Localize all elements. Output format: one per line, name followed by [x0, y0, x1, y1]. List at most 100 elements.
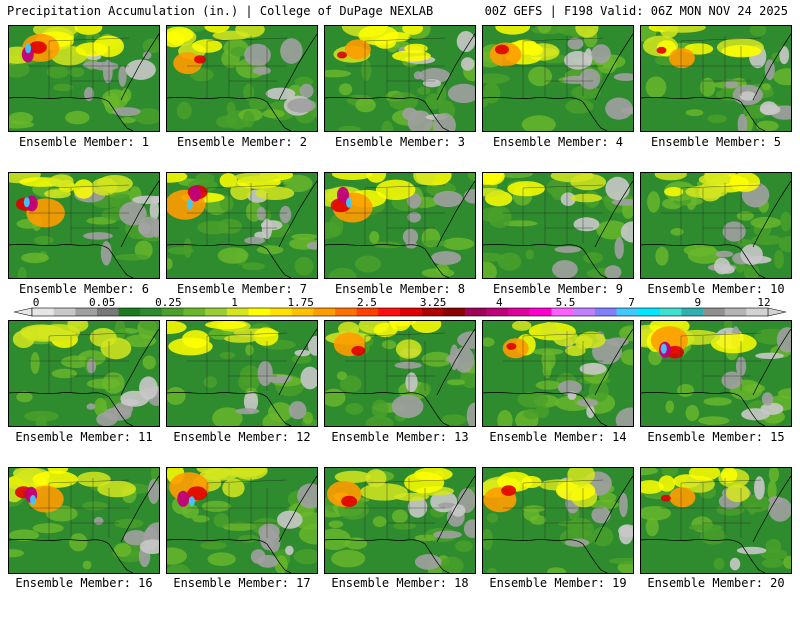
ensemble-member-panel: Ensemble Member: 11: [8, 320, 160, 480]
precipitation-map: [482, 172, 634, 279]
ensemble-member-label: Ensemble Member: 1: [18, 135, 150, 149]
colorbar-swatch: [32, 308, 54, 316]
colorbar-tick-label: 0.25: [155, 296, 182, 309]
precipitation-map: [166, 25, 318, 132]
precipitation-map: [8, 320, 160, 427]
precipitation-map-graphic: [9, 173, 159, 278]
color-scale-bar: 0 0.05 0.25 1 1.75 2.5 3.25 4 5.5 7 9 12: [0, 295, 800, 319]
ensemble-member-label: Ensemble Member: 14: [489, 430, 627, 444]
precipitation-map: [640, 172, 792, 279]
colorbar-swatch: [529, 308, 552, 316]
precipitation-map-graphic: [483, 468, 633, 573]
colorbar-swatch: [140, 308, 163, 316]
colorbar-swatch: [75, 308, 98, 316]
colorbar-swatch: [703, 308, 726, 316]
ensemble-member-label: Ensemble Member: 11: [15, 430, 153, 444]
colorbar-swatch: [486, 308, 509, 316]
product-title: Precipitation Accumulation (in.) | Colle…: [7, 4, 434, 18]
precipitation-map-graphic: [9, 468, 159, 573]
ensemble-member-label: Ensemble Member: 12: [173, 430, 311, 444]
ensemble-member-label: Ensemble Member: 10: [647, 282, 785, 296]
precipitation-map: [324, 320, 476, 427]
colorbar-swatch: [659, 308, 682, 316]
colorbar-swatch: [508, 308, 531, 316]
precipitation-map-graphic: [167, 321, 317, 426]
precipitation-map-graphic: [641, 321, 791, 426]
colorbar-high-arrow: [767, 307, 787, 317]
ensemble-member-panel: Ensemble Member: 14: [482, 320, 634, 480]
ensemble-member-panel: Ensemble Member: 9: [482, 172, 634, 332]
ensemble-member-panel: Ensemble Member: 5: [640, 25, 792, 185]
ensemble-member-label: Ensemble Member: 16: [15, 576, 153, 590]
ensemble-member-label: Ensemble Member: 2: [176, 135, 308, 149]
precipitation-map-graphic: [9, 321, 159, 426]
colorbar-swatch: [724, 308, 747, 316]
ensemble-member-label: Ensemble Member: 7: [176, 282, 308, 296]
colorbar-tick-label: 1: [231, 296, 238, 309]
colorbar-swatch: [270, 308, 293, 316]
colorbar-swatch: [248, 308, 271, 316]
ensemble-member-panel: Ensemble Member: 10: [640, 172, 792, 332]
colorbar-swatch: [616, 308, 639, 316]
colorbar-swatch: [313, 308, 336, 316]
colorbar-swatch: [183, 308, 206, 316]
run-valid-time: 00Z GEFS | F198 Valid: 06Z MON NOV 24 20…: [484, 4, 788, 18]
colorbar-swatch: [356, 308, 379, 316]
colorbar-swatch: [96, 308, 119, 316]
ensemble-member-label: Ensemble Member: 5: [650, 135, 782, 149]
colorbar-swatch: [594, 308, 617, 316]
colorbar-swatch: [464, 308, 487, 316]
ensemble-member-label: Ensemble Member: 9: [492, 282, 624, 296]
ensemble-member-label: Ensemble Member: 4: [492, 135, 624, 149]
colorbar-tick-label: 1.75: [287, 296, 314, 309]
precipitation-map: [482, 25, 634, 132]
ensemble-member-label: Ensemble Member: 8: [334, 282, 466, 296]
ensemble-member-panel: Ensemble Member: 6: [8, 172, 160, 332]
colorbar-swatch: [443, 308, 466, 316]
ensemble-member-panel: Ensemble Member: 13: [324, 320, 476, 480]
precipitation-map-graphic: [167, 468, 317, 573]
ensemble-member-panel: Ensemble Member: 19: [482, 467, 634, 627]
ensemble-member-panel: Ensemble Member: 4: [482, 25, 634, 185]
precipitation-map-graphic: [641, 468, 791, 573]
colorbar-swatch: [291, 308, 314, 316]
precipitation-map-graphic: [641, 173, 791, 278]
ensemble-member-label: Ensemble Member: 20: [647, 576, 785, 590]
precipitation-map-graphic: [325, 321, 475, 426]
precipitation-map-graphic: [9, 26, 159, 131]
ensemble-member-panel: Ensemble Member: 18: [324, 467, 476, 627]
ensemble-member-panel: Ensemble Member: 7: [166, 172, 318, 332]
precipitation-map: [324, 467, 476, 574]
colorbar-swatch: [226, 308, 249, 316]
colorbar-swatch: [421, 308, 444, 316]
colorbar-tick-label: 3.25: [420, 296, 447, 309]
precipitation-map: [482, 467, 634, 574]
colorbar-swatch: [378, 308, 401, 316]
ensemble-member-panel: Ensemble Member: 17: [166, 467, 318, 627]
precipitation-map: [8, 467, 160, 574]
colorbar-swatch: [118, 308, 141, 316]
ensemble-member-panel: Ensemble Member: 16: [8, 467, 160, 627]
ensemble-member-label: Ensemble Member: 19: [489, 576, 627, 590]
colorbar-swatch: [205, 308, 228, 316]
ensemble-member-label: Ensemble Member: 3: [334, 135, 466, 149]
colorbar-swatch: [681, 308, 704, 316]
precipitation-map-graphic: [325, 173, 475, 278]
colorbar-tick-label: 9: [694, 296, 701, 309]
colorbar-low-arrow: [13, 307, 33, 317]
ensemble-member-panel: Ensemble Member: 15: [640, 320, 792, 480]
colorbar-swatch: [638, 308, 661, 316]
colorbar-swatch: [161, 308, 184, 316]
precipitation-map-graphic: [483, 26, 633, 131]
precipitation-map: [640, 467, 792, 574]
precipitation-map: [8, 172, 160, 279]
ensemble-member-label: Ensemble Member: 6: [18, 282, 150, 296]
precipitation-map: [482, 320, 634, 427]
colorbar-swatch: [573, 308, 596, 316]
colorbar-swatch: [335, 308, 358, 316]
precipitation-map-graphic: [483, 321, 633, 426]
precipitation-map-graphic: [325, 26, 475, 131]
colorbar-tick-label: 0.05: [89, 296, 116, 309]
colorbar-tick-label: 12: [757, 296, 770, 309]
precipitation-map: [324, 25, 476, 132]
